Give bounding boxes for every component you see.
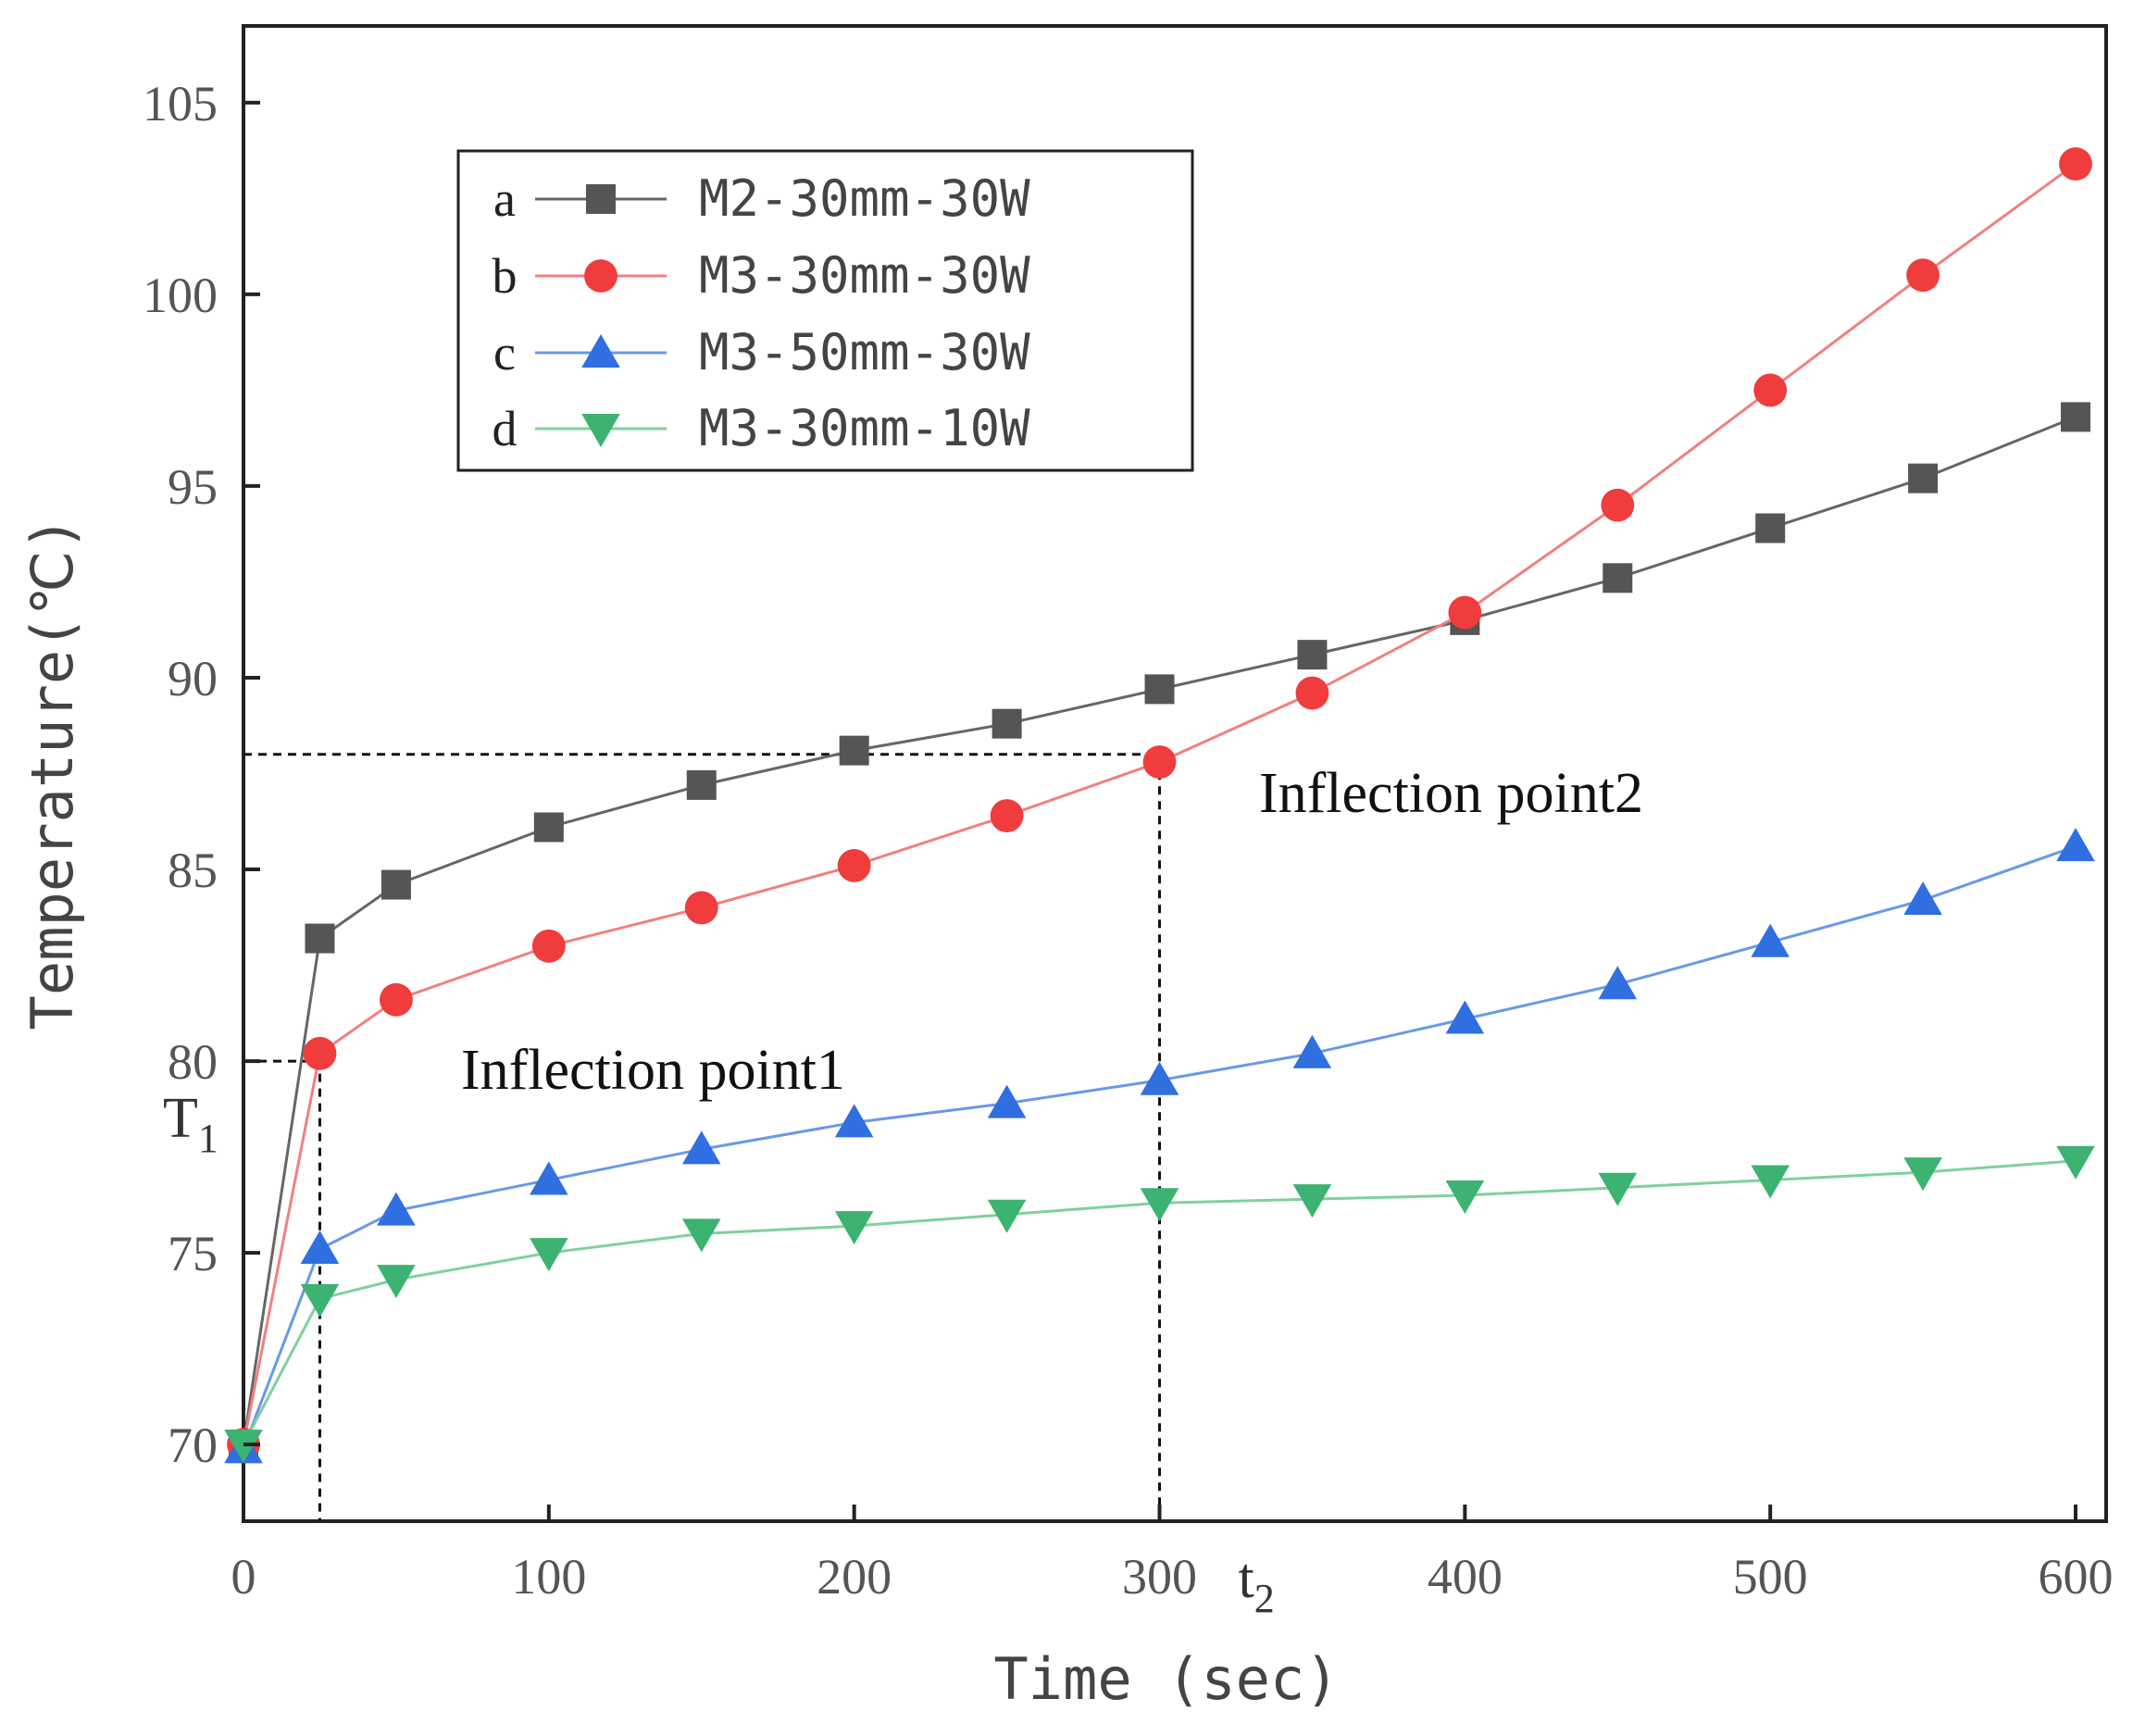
legend-letter-c: c xyxy=(493,325,516,381)
x-tick-label: 100 xyxy=(511,1549,586,1605)
circle-marker xyxy=(837,848,871,882)
square-marker xyxy=(1297,640,1328,670)
triangle-up-marker xyxy=(1751,923,1790,957)
triangle-up-marker xyxy=(1140,1061,1179,1095)
y-tick-label: 100 xyxy=(143,268,218,323)
square-marker xyxy=(586,184,616,214)
circle-marker xyxy=(1753,373,1788,407)
square-marker xyxy=(380,869,411,900)
series-line xyxy=(242,415,2077,1445)
inflection-point2-label: Inflection point2 xyxy=(1259,762,1643,825)
legend-letter-d: d xyxy=(493,401,518,456)
legend: a M2-30mm-30W b M3-30mm-30W c M3-50mm-30W d M3-… xyxy=(456,149,1194,472)
circle-marker xyxy=(1295,676,1329,710)
triangle-up-marker xyxy=(300,1230,340,1264)
triangle-down-marker xyxy=(681,1218,721,1253)
series-layer xyxy=(224,147,2095,1464)
x-tick-label: 500 xyxy=(1733,1549,1808,1605)
y-tick-label: 75 xyxy=(168,1226,218,1281)
triangle-up-marker xyxy=(1903,881,1942,916)
circle-marker xyxy=(990,799,1024,832)
t1-axis-symbol: T1 xyxy=(163,1087,218,1161)
square-marker xyxy=(1603,563,1633,593)
triangle-up-marker xyxy=(1598,966,1638,1000)
triangle-down-marker xyxy=(1445,1180,1485,1215)
legend-label-a: M2-30mm-30W xyxy=(699,169,1030,228)
square-marker xyxy=(305,923,335,954)
triangle-up-marker xyxy=(581,334,620,368)
series-line xyxy=(242,844,2077,1449)
t2-axis-symbol: t2 xyxy=(1239,1547,1275,1621)
triangle-down-marker xyxy=(300,1283,340,1318)
triangle-up-marker xyxy=(681,1130,721,1165)
triangle-down-marker xyxy=(530,1238,568,1272)
y-tick-label: 90 xyxy=(168,651,218,706)
square-marker xyxy=(686,769,717,800)
series-line xyxy=(242,1159,2077,1445)
triangle-down-marker xyxy=(987,1199,1027,1233)
triangle-down-marker xyxy=(581,414,620,447)
triangle-up-marker xyxy=(987,1084,1027,1118)
triangle-up-marker xyxy=(2056,828,2095,862)
triangle-down-marker xyxy=(2056,1145,2095,1180)
triangle-down-marker xyxy=(1903,1157,1942,1192)
series-line xyxy=(242,162,2077,1445)
triangle-down-marker xyxy=(834,1211,874,1245)
inflection-guide-line xyxy=(243,753,1162,1521)
legend-label-b: M3-30mm-30W xyxy=(699,246,1030,305)
circle-marker xyxy=(2059,147,2092,181)
triangle-down-marker xyxy=(1751,1165,1790,1199)
series-d xyxy=(224,1145,2095,1464)
circle-marker xyxy=(531,929,566,963)
x-tick-label: 0 xyxy=(231,1549,256,1605)
circle-marker xyxy=(1142,745,1177,779)
plot-frame xyxy=(242,24,2108,1523)
triangle-down-marker xyxy=(377,1265,416,1299)
legend-letter-b: b xyxy=(493,248,518,304)
triangle-up-marker xyxy=(1292,1034,1332,1068)
legend-box xyxy=(456,149,1194,472)
circle-marker xyxy=(303,1036,337,1070)
x-tick-label: 200 xyxy=(817,1549,892,1605)
circle-marker xyxy=(584,259,617,293)
y-tick-label: 85 xyxy=(168,843,218,898)
triangle-down-marker xyxy=(1598,1172,1638,1206)
series-c xyxy=(224,828,2095,1464)
square-marker xyxy=(1908,463,1939,493)
circle-marker xyxy=(684,891,718,925)
square-marker xyxy=(2061,402,2091,432)
y-axis-title: Temperature(℃) xyxy=(19,517,86,1030)
triangle-up-marker xyxy=(530,1161,568,1195)
circle-marker xyxy=(1448,595,1482,630)
ticks-layer: 0 100 200 300 400 500 600 70 75 80 85 90 95 100 105 xyxy=(143,76,2114,1605)
square-marker xyxy=(1144,674,1175,705)
square-marker xyxy=(533,812,564,843)
triangle-up-marker xyxy=(834,1104,874,1138)
annotations: Inflection point1 Inflection point2 T1 t… xyxy=(163,762,1643,1621)
triangle-down-marker xyxy=(1140,1188,1179,1222)
legend-letter-a: a xyxy=(493,171,516,227)
legend-label-c: M3-50mm-30W xyxy=(699,323,1030,381)
y-tick-label: 70 xyxy=(168,1418,218,1473)
x-tick-label: 400 xyxy=(1428,1549,1503,1605)
legend-label-d: M3-30mm-10W xyxy=(699,399,1030,457)
circle-marker xyxy=(1906,258,1940,293)
circle-marker xyxy=(1601,488,1635,522)
triangle-down-marker xyxy=(1292,1184,1332,1218)
triangle-up-marker xyxy=(1445,1000,1485,1034)
circle-marker xyxy=(379,982,413,1017)
y-tick-label: 95 xyxy=(168,459,218,515)
inflection-point1-label: Inflection point1 xyxy=(461,1039,845,1102)
y-tick-label: 105 xyxy=(143,76,218,131)
square-marker xyxy=(1755,513,1786,543)
x-tick-label: 600 xyxy=(2039,1549,2114,1605)
triangle-up-marker xyxy=(377,1192,416,1226)
square-marker xyxy=(992,708,1022,739)
x-tick-label: 300 xyxy=(1122,1549,1197,1605)
x-axis-title: Time (sec) xyxy=(993,1645,1339,1713)
square-marker xyxy=(839,735,869,766)
y-tick-label: 80 xyxy=(168,1034,218,1090)
